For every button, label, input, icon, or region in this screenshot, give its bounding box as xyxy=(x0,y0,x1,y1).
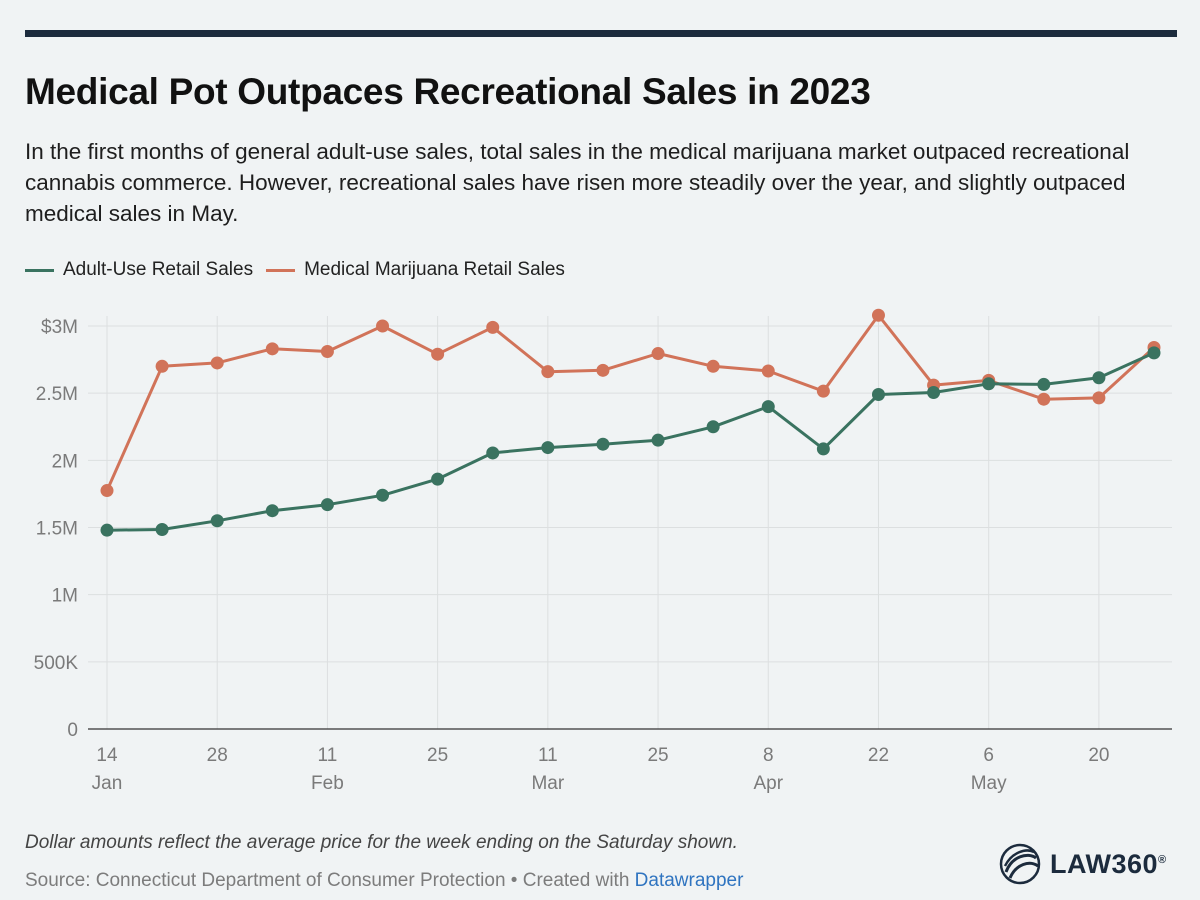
x-tick-month-label: Apr xyxy=(753,773,783,794)
chart-legend: Adult-Use Retail Sales Medical Marijuana… xyxy=(25,256,578,284)
data-point-adult_use xyxy=(1147,346,1161,360)
data-point-medical xyxy=(541,365,555,379)
x-tick-label: 25 xyxy=(647,745,668,766)
chart-subtitle: In the first months of general adult-use… xyxy=(25,139,1130,226)
legend-label-medical: Medical Marijuana Retail Sales xyxy=(304,259,565,280)
y-tick-label: $3M xyxy=(41,317,78,338)
data-point-adult_use xyxy=(1037,377,1051,391)
x-tick-label: 28 xyxy=(207,745,228,766)
data-point-adult_use xyxy=(871,388,885,402)
x-tick-label: 11 xyxy=(538,745,558,766)
series-line-medical xyxy=(105,313,1156,493)
data-point-medical xyxy=(871,308,885,322)
data-point-medical xyxy=(596,363,610,377)
data-point-medical xyxy=(376,319,390,333)
source-text: Source: Connecticut Department of Consum… xyxy=(25,870,635,891)
x-tick-label: 8 xyxy=(763,745,774,766)
data-point-adult_use xyxy=(541,441,555,455)
data-point-medical xyxy=(431,347,445,361)
legend-swatch-medical xyxy=(266,268,296,272)
data-point-adult_use xyxy=(210,514,224,528)
data-point-adult_use xyxy=(100,523,114,537)
line-chart: 0 500K 1M 1.5M 2M 2.5M $3M 14 Jan 28 11 Feb 25 11 Mar 2… xyxy=(34,308,1172,794)
data-point-adult_use xyxy=(486,446,500,460)
data-point-medical xyxy=(486,320,500,334)
law360-logo: LAW360® xyxy=(998,842,1167,886)
y-tick-label: 500K xyxy=(34,653,79,674)
data-point-medical xyxy=(706,359,720,373)
x-tick-label: 25 xyxy=(427,745,448,766)
data-point-adult_use xyxy=(761,400,775,414)
data-point-medical xyxy=(100,484,114,498)
data-point-medical xyxy=(761,364,775,378)
data-point-adult_use xyxy=(320,498,334,512)
logo-text: LAW360 xyxy=(1050,848,1159,879)
registered-mark: ® xyxy=(1158,853,1167,866)
legend-item-adult-use: Adult-Use Retail Sales xyxy=(25,259,253,281)
data-point-adult_use xyxy=(1092,371,1106,385)
data-point-medical xyxy=(155,359,169,373)
x-tick-label: 6 xyxy=(983,745,994,766)
x-tick-label: 14 xyxy=(96,745,118,766)
data-point-adult_use xyxy=(376,488,390,502)
logo-wordmark: LAW360® xyxy=(1050,849,1167,880)
data-point-medical xyxy=(320,345,334,359)
data-point-adult_use xyxy=(155,523,169,537)
data-point-medical xyxy=(210,356,224,370)
globe-icon xyxy=(999,843,1041,885)
data-point-medical xyxy=(816,384,830,398)
legend-label-adult-use: Adult-Use Retail Sales xyxy=(63,259,254,280)
data-point-adult_use xyxy=(431,472,445,486)
top-rule xyxy=(25,30,1177,37)
x-tick-month-label: Mar xyxy=(531,773,564,794)
data-point-adult_use xyxy=(596,437,610,451)
data-point-medical xyxy=(1037,392,1051,406)
data-point-medical xyxy=(651,347,665,361)
x-tick-label: 20 xyxy=(1088,745,1109,766)
series-line-adult_use xyxy=(105,351,1156,532)
chart-title: Medical Pot Outpaces Recreational Sales … xyxy=(25,71,871,112)
data-point-adult_use xyxy=(651,433,665,447)
data-point-medical xyxy=(265,342,279,356)
x-tick-month-label: Feb xyxy=(311,773,344,794)
data-point-adult_use xyxy=(265,504,279,518)
data-point-medical xyxy=(1092,391,1106,405)
x-tick-month-label: Jan xyxy=(92,773,123,794)
data-point-adult_use xyxy=(982,377,996,391)
y-tick-label: 1.5M xyxy=(36,519,78,540)
x-tick-month-label: May xyxy=(971,773,1007,794)
legend-swatch-adult-use xyxy=(25,268,54,272)
data-point-adult_use xyxy=(706,420,720,434)
chart-notes: Dollar amounts reflect the average price… xyxy=(25,832,738,853)
y-tick-label: 1M xyxy=(52,586,78,607)
datawrapper-link[interactable]: Datawrapper xyxy=(634,870,744,891)
y-tick-label: 2M xyxy=(52,451,78,472)
x-tick-label: 22 xyxy=(868,745,889,766)
y-tick-label: 2.5M xyxy=(36,384,78,405)
data-point-adult_use xyxy=(816,442,830,456)
legend-item-medical: Medical Marijuana Retail Sales xyxy=(266,259,565,281)
y-tick-label: 0 xyxy=(67,720,78,741)
data-point-adult_use xyxy=(927,385,941,399)
chart-source: Source: Connecticut Department of Consum… xyxy=(25,870,743,892)
x-tick-label: 11 xyxy=(318,745,338,766)
